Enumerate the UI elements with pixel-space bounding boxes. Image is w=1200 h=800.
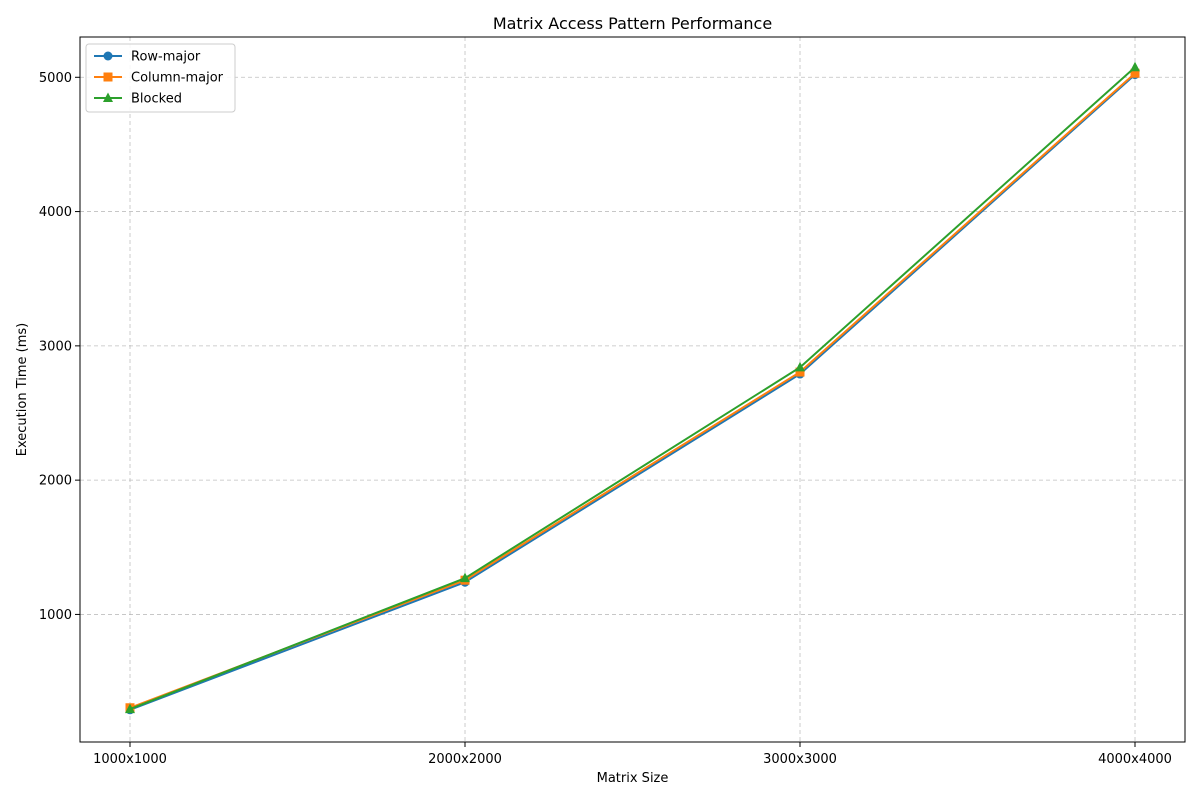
grid-lines (80, 37, 1185, 742)
y-tick-label: 2000 (39, 474, 72, 489)
series-blocked (125, 61, 1140, 714)
data-point-blocked (125, 703, 135, 714)
legend-label-blocked: Blocked (131, 92, 182, 107)
legend-marker-row-major (103, 51, 113, 61)
legend-marker-column-major (103, 72, 113, 82)
legend-label-column-major: Column-major (131, 71, 224, 86)
x-tick-label: 1000x1000 (93, 752, 167, 767)
axis-ticks: 1000x1000 2000x2000 3000x3000 4000x4000 1000… (39, 71, 1172, 767)
legend-label-row-major: Row-major (131, 50, 201, 65)
plot-frame (79, 36, 1186, 743)
y-axis-label: Execution Time (ms) (15, 323, 30, 456)
data-point-blocked (460, 572, 470, 583)
x-tick-label: 3000x3000 (763, 752, 837, 767)
series-lines (125, 61, 1140, 715)
chart-title: Matrix Access Pattern Performance (493, 14, 772, 33)
y-tick-label: 5000 (39, 71, 72, 86)
data-point-blocked (795, 361, 805, 372)
y-tick-label: 3000 (39, 339, 72, 354)
legend: Row-major Column-major Blocked (85, 43, 236, 113)
x-axis-label: Matrix Size (597, 771, 669, 786)
x-tick-label: 2000x2000 (428, 752, 502, 767)
data-point-column-major (1130, 68, 1140, 78)
data-point-blocked (1130, 61, 1140, 72)
y-tick-label: 4000 (39, 205, 72, 220)
series-line-row-major (129, 73, 1136, 711)
data-point-column-major (795, 367, 805, 377)
series-line-blocked (129, 66, 1136, 711)
y-tick-label: 1000 (39, 608, 72, 623)
x-tick-label: 4000x4000 (1098, 752, 1172, 767)
legend-marker-blocked (103, 92, 113, 102)
legend-box (85, 43, 236, 113)
